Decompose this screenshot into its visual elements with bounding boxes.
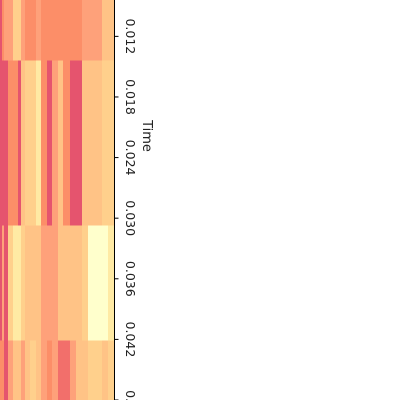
heatmap-cell <box>2 340 4 400</box>
heatmap-cell <box>63 0 70 61</box>
heatmap-cell <box>94 60 102 226</box>
heatmap-cell <box>52 225 58 341</box>
heatmap-cell <box>58 0 63 61</box>
heatmap-cell <box>70 0 76 61</box>
heatmap-cell <box>47 60 52 226</box>
heatmap-cell <box>30 60 36 226</box>
heatmap-cell <box>63 340 70 400</box>
heatmap-cell <box>108 0 114 61</box>
heatmap-cell <box>36 340 41 400</box>
heatmap-cell <box>70 225 76 341</box>
heatmap-cell <box>25 60 30 226</box>
heatmap-cell <box>8 340 13 400</box>
y-axis-label: Time <box>139 119 154 152</box>
heatmap-cell <box>0 60 2 226</box>
heatmap-cell <box>36 225 41 341</box>
heatmap-cell <box>63 225 70 341</box>
heatmap-cell <box>41 60 47 226</box>
heatmap-cell <box>13 340 18 400</box>
y-tick-label: 0.012 <box>123 18 138 54</box>
heatmap-cell <box>76 60 82 226</box>
heatmap-cell <box>82 60 88 226</box>
heatmap-cell <box>94 225 102 341</box>
heatmap-cell <box>18 225 21 341</box>
heatmap-cell <box>102 60 108 226</box>
heatmap-cell <box>25 0 30 61</box>
heatmap-cell <box>36 60 41 226</box>
heatmap-cell <box>102 340 108 400</box>
heatmap-cell <box>41 340 47 400</box>
y-tick-label: 0.018 <box>123 79 138 115</box>
heatmap-cell <box>30 225 36 341</box>
heatmap-cell <box>76 340 82 400</box>
heatmap-cell <box>70 60 76 226</box>
heatmap-cell <box>41 225 47 341</box>
heatmap-cell <box>30 340 36 400</box>
heatmap-cell <box>47 340 52 400</box>
heatmap-cell <box>25 225 30 341</box>
heatmap-cell <box>88 340 94 400</box>
heatmap-cell <box>88 225 94 341</box>
heatmap-cell <box>47 225 52 341</box>
y-tick-label: 0.036 <box>123 261 138 297</box>
heatmap-cell <box>58 340 63 400</box>
heatmap-cell <box>18 340 21 400</box>
y-tick-label: 0.024 <box>123 140 138 176</box>
heatmap-cell <box>47 0 52 61</box>
heatmap-cell <box>0 340 2 400</box>
heatmap-cell <box>4 60 8 226</box>
heatmap-cell <box>82 340 88 400</box>
heatmap-cell <box>4 340 8 400</box>
heatmap-cell <box>58 60 63 226</box>
heatmap-cell <box>88 60 94 226</box>
heatmap-cell <box>25 340 30 400</box>
heatmap-cell <box>94 340 102 400</box>
heatmap-cell <box>21 340 25 400</box>
heatmap-cell <box>21 60 25 226</box>
heatmap-cell <box>102 225 108 341</box>
heatmap-cell <box>76 225 82 341</box>
heatmap-cell <box>4 0 8 61</box>
heatmap-cell <box>82 0 88 61</box>
heatmap-cell <box>58 225 63 341</box>
y-axis-ticks: 0.012 0.018 0.024 0.030 0.036 0.042 0.0 <box>114 18 138 400</box>
heatmap-cell <box>108 225 114 341</box>
heatmap-cell <box>41 0 47 61</box>
heatmap-cell <box>52 60 58 226</box>
heatmap-cell <box>94 0 102 61</box>
heatmap-cell <box>18 0 21 61</box>
heatmap-cell <box>70 340 76 400</box>
heatmap-cell <box>4 225 8 341</box>
heatmap-cell <box>108 340 114 400</box>
y-tick-label: 0.030 <box>123 200 138 236</box>
heatmap-cell <box>63 60 70 226</box>
heatmap-cell <box>8 0 13 61</box>
heatmap-cell <box>30 0 36 61</box>
heatmap-cell <box>13 225 18 341</box>
heatmap-cell <box>2 60 4 226</box>
heatmap-cell <box>2 0 4 61</box>
heatmap-cell <box>76 0 82 61</box>
heatmap-cell <box>52 0 58 61</box>
heatmap-cell <box>8 225 13 341</box>
heatmap-cell <box>108 60 114 226</box>
heatmap-cell <box>18 60 21 226</box>
heatmap-cell <box>88 0 94 61</box>
heatmap-cell <box>36 0 41 61</box>
heatmap-cell <box>13 60 18 226</box>
heatmap-cell <box>52 340 58 400</box>
y-tick-label: 0.0 <box>123 390 138 400</box>
heatmap-cell <box>13 0 18 61</box>
heatmap-cell <box>82 225 88 341</box>
heatmap-cell <box>21 0 25 61</box>
heatmap-cell <box>21 225 25 341</box>
heatmap-cell <box>2 225 4 341</box>
heatmap-cell <box>0 225 2 341</box>
heatmap-cell <box>8 60 13 226</box>
heatmap-cell <box>0 0 2 61</box>
y-tick-label: 0.042 <box>123 321 138 357</box>
heatmap-cells <box>0 0 114 400</box>
heatmap-cell <box>102 0 108 61</box>
